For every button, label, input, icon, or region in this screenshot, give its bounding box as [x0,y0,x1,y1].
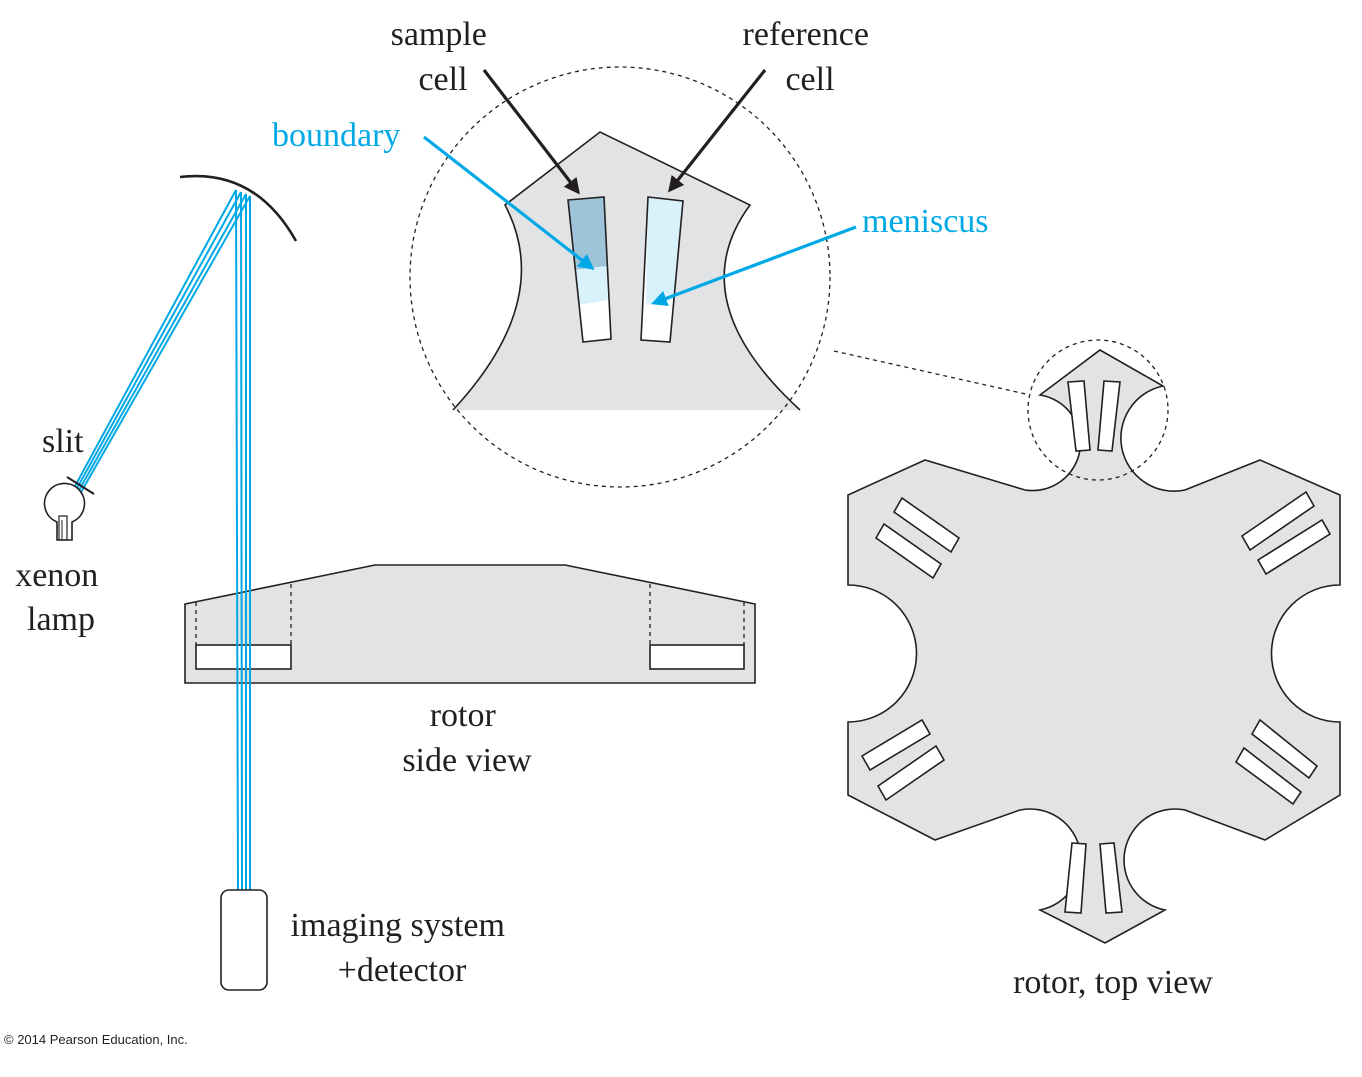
rotor-cell-pair-upper-right [1240,490,1332,576]
rotor-cell-pair-upper-left [874,496,961,580]
meniscus-arrow [651,225,857,306]
side-cell-left [195,644,292,670]
rotor-side-view [184,564,756,684]
reference-cell-arrow [668,69,767,193]
rotor-cell-pair-lower-left [860,718,946,802]
rotor-cell-pair-top [1067,380,1121,452]
rotor-cell-pair-lower-right [1234,718,1319,806]
side-cell-right [649,644,745,670]
rotor-top-view [847,339,1341,944]
copyright-notice: © 2014 Pearson Education, Inc. [4,1032,188,1047]
mirror [179,174,298,242]
slit-label: slit [42,423,84,460]
xenon-lamp-icon [43,482,86,541]
boundary-arrow [423,135,595,270]
magnified-rotor-segment [453,132,800,410]
rotor-side-body [184,564,756,684]
reference-cell-label: reference cell [743,16,878,98]
zoom-connector [833,350,1031,396]
rotor-side-view-label: rotor side view [402,697,532,779]
rotor-top-body [847,349,1341,944]
light-path [43,174,298,991]
sample-cell-label: sample cell [391,16,496,98]
imaging-system-label: imaging system +detector [291,907,514,989]
zoom-circle [409,66,831,488]
sample-cell-arrow [482,69,580,195]
xenon-lamp-label: xenon lamp [15,557,107,638]
imaging-detector-icon [220,889,268,991]
meniscus-label: meniscus [862,203,989,240]
top-view-zoom-circle [1027,339,1169,481]
magnified-rotor-outline [452,131,801,411]
magnified-cell-view [409,66,857,488]
boundary-label: boundary [272,117,400,154]
rotor-top-view-label: rotor, top view [1013,964,1213,1001]
rotor-cell-pair-bottom [1064,842,1123,914]
slit [66,476,95,495]
